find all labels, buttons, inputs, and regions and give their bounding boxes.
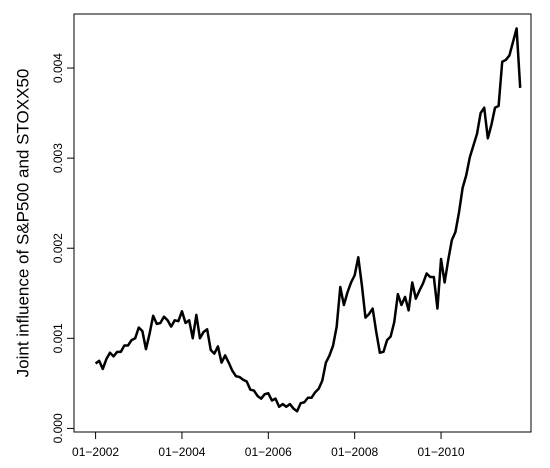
x-tick-label: 01−2004 bbox=[158, 445, 205, 459]
y-tick-label: 0.000 bbox=[51, 413, 65, 443]
y-tick-label: 0.004 bbox=[51, 53, 65, 83]
y-axis-title: Joint influence of S&P500 and STOXX50 bbox=[13, 69, 32, 378]
y-tick-label: 0.002 bbox=[51, 233, 65, 263]
x-tick-label: 01−2006 bbox=[245, 445, 292, 459]
y-tick-label: 0.001 bbox=[51, 323, 65, 353]
data-line bbox=[94, 27, 522, 413]
x-tick-label: 01−2008 bbox=[331, 445, 378, 459]
plot-frame bbox=[73, 13, 532, 433]
y-tick-label: 0.003 bbox=[51, 143, 65, 173]
x-tick-label: 01−2002 bbox=[72, 445, 119, 459]
x-tick-label: 01−2010 bbox=[418, 445, 465, 459]
